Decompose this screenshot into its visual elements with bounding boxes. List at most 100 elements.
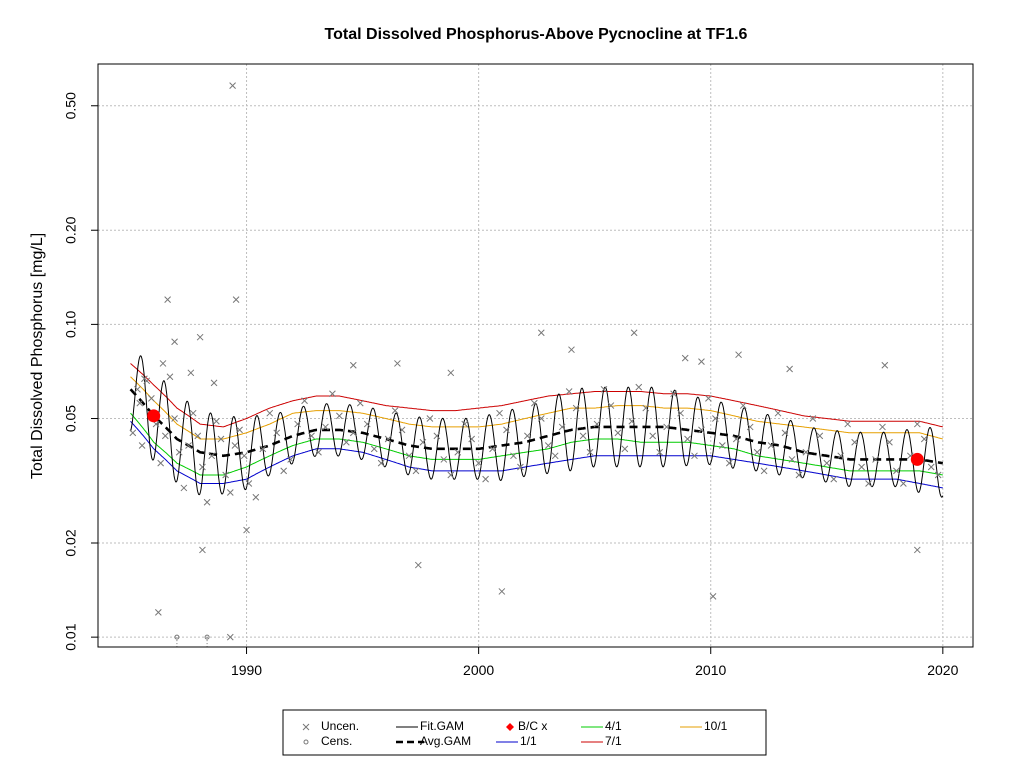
uncensored-point [243, 526, 250, 534]
uncensored-point [208, 452, 216, 460]
uncensored-point [712, 415, 719, 422]
uncensored-point [287, 456, 294, 463]
uncensored-point [656, 448, 664, 456]
uncensored-point [809, 415, 817, 422]
legend-label: Uncen. [321, 719, 359, 733]
uncensored-point [872, 456, 879, 463]
uncensored-point [551, 452, 559, 460]
uncensored-point [171, 415, 178, 422]
uncensored-point [171, 338, 178, 346]
axes: 1990 2000 2010 2020 0.01 0.02 0.05 0.10 0.20 0.50 [63, 92, 959, 678]
uncensored-point [851, 438, 858, 446]
uncensored-point [760, 467, 768, 475]
uncensored-point [886, 438, 893, 446]
uncensored-point [447, 471, 455, 479]
uncensored-point [795, 471, 803, 479]
uncensored-point [635, 383, 643, 391]
uncensored-point [222, 471, 230, 479]
uncensored-point [129, 429, 137, 437]
uncensored-point [252, 493, 260, 501]
x-tick-label: 2020 [927, 662, 958, 678]
uncensored-point [187, 369, 195, 377]
legend-label: 1/1 [520, 734, 537, 748]
uncensored-point [164, 296, 171, 303]
legend-label: 4/1 [605, 719, 622, 733]
plot-frame [97, 63, 974, 648]
uncensored-point [175, 448, 183, 456]
uncensored-point [231, 442, 239, 449]
legend-entry-uncen: Uncen. [302, 719, 359, 733]
uncensored-point [236, 426, 243, 434]
uncensored-point [315, 448, 322, 456]
uncensored-point [649, 432, 657, 440]
uncensored-point [454, 448, 462, 456]
legend-label: Fit.GAM [420, 719, 464, 733]
series-lines [129, 355, 944, 498]
uncensored-point [718, 442, 726, 449]
uncensored-point [161, 432, 169, 440]
uncensored-point [705, 395, 712, 402]
uncensored-point [398, 426, 406, 434]
uncensored-point [138, 442, 146, 449]
uncensored-point [503, 426, 510, 434]
uncensored-point [159, 360, 167, 367]
uncensored-point [199, 463, 206, 471]
uncensored-point [259, 445, 267, 453]
uncensored-point [229, 82, 236, 89]
avg-gam-line [129, 388, 944, 465]
uncensored-point [900, 480, 907, 487]
uncensored-point [786, 365, 793, 373]
uncensored-point [226, 489, 234, 496]
uncensored-point [180, 484, 188, 492]
uncensored-point [394, 360, 401, 367]
uncensored-point [217, 435, 225, 443]
uncensored-point [189, 409, 197, 417]
uncensored-point [558, 423, 566, 431]
uncensored-point [517, 463, 524, 471]
uncensored-point [691, 452, 698, 460]
uncensored-point [419, 438, 427, 446]
legend-swatch [303, 739, 309, 745]
y-tick-label: 0.05 [63, 405, 79, 432]
legend-label: 10/1 [704, 719, 728, 733]
uncensored-point [753, 448, 761, 456]
uncensored-point [440, 456, 448, 463]
uncensored-point [194, 432, 202, 440]
bc-point [910, 452, 924, 466]
uncensored-point [349, 429, 357, 437]
y-tick-label: 0.01 [63, 623, 79, 650]
uncensored-point [677, 409, 684, 417]
uncensored-point [568, 346, 575, 354]
uncensored-point [865, 480, 872, 487]
uncensored-point [322, 423, 329, 431]
uncensored-point [816, 432, 824, 440]
uncensored-point [154, 609, 162, 616]
uncensored-point [823, 459, 831, 467]
legend-entry-bcx: B/C x [506, 719, 547, 733]
legend-label: 7/1 [605, 734, 622, 748]
grid-lines [98, 64, 973, 647]
uncensored-point [356, 399, 364, 407]
uncensored-point [266, 409, 274, 417]
uncensored-point [226, 633, 234, 641]
uncensored-point [607, 402, 615, 409]
uncensored-point [498, 588, 506, 595]
uncensored-point [412, 467, 420, 475]
series-line-10-1 [130, 376, 943, 440]
bc-point [147, 409, 161, 423]
uncensored-point [934, 471, 942, 479]
uncensored-point [148, 395, 155, 402]
uncensored-point [628, 417, 636, 425]
uncensored-point [844, 420, 852, 428]
uncensored-point [426, 415, 434, 422]
censored-point [174, 634, 180, 640]
uncensored-point [746, 423, 754, 431]
uncensored-point [530, 399, 538, 407]
uncensored-point [510, 452, 517, 460]
y-tick-label: 0.10 [63, 311, 79, 338]
uncensored-point [732, 435, 740, 443]
legend-swatch [506, 723, 514, 731]
uncensored-point [767, 442, 775, 449]
uncensored-point [920, 435, 928, 443]
